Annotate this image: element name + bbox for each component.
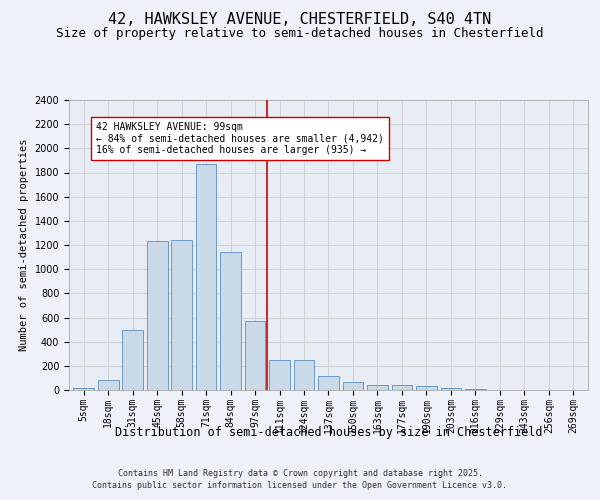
Bar bbox=[122, 330, 143, 390]
Bar bbox=[171, 240, 192, 390]
Text: Size of property relative to semi-detached houses in Chesterfield: Size of property relative to semi-detach… bbox=[56, 28, 544, 40]
Bar bbox=[416, 386, 437, 390]
Bar bbox=[73, 388, 94, 390]
Bar bbox=[245, 320, 265, 390]
Bar bbox=[392, 385, 412, 390]
Bar bbox=[293, 360, 314, 390]
Text: 42, HAWKSLEY AVENUE, CHESTERFIELD, S40 4TN: 42, HAWKSLEY AVENUE, CHESTERFIELD, S40 4… bbox=[109, 12, 491, 28]
Bar bbox=[98, 380, 119, 390]
Bar bbox=[343, 382, 364, 390]
Bar bbox=[269, 360, 290, 390]
Bar bbox=[196, 164, 217, 390]
Bar bbox=[220, 252, 241, 390]
Text: Contains HM Land Registry data © Crown copyright and database right 2025.: Contains HM Land Registry data © Crown c… bbox=[118, 468, 482, 477]
Text: Distribution of semi-detached houses by size in Chesterfield: Distribution of semi-detached houses by … bbox=[115, 426, 542, 439]
Bar bbox=[440, 388, 461, 390]
Y-axis label: Number of semi-detached properties: Number of semi-detached properties bbox=[19, 138, 29, 352]
Text: 42 HAWKSLEY AVENUE: 99sqm
← 84% of semi-detached houses are smaller (4,942)
16% : 42 HAWKSLEY AVENUE: 99sqm ← 84% of semi-… bbox=[96, 122, 384, 155]
Bar bbox=[318, 376, 339, 390]
Text: Contains public sector information licensed under the Open Government Licence v3: Contains public sector information licen… bbox=[92, 481, 508, 490]
Bar bbox=[147, 242, 167, 390]
Bar bbox=[367, 385, 388, 390]
